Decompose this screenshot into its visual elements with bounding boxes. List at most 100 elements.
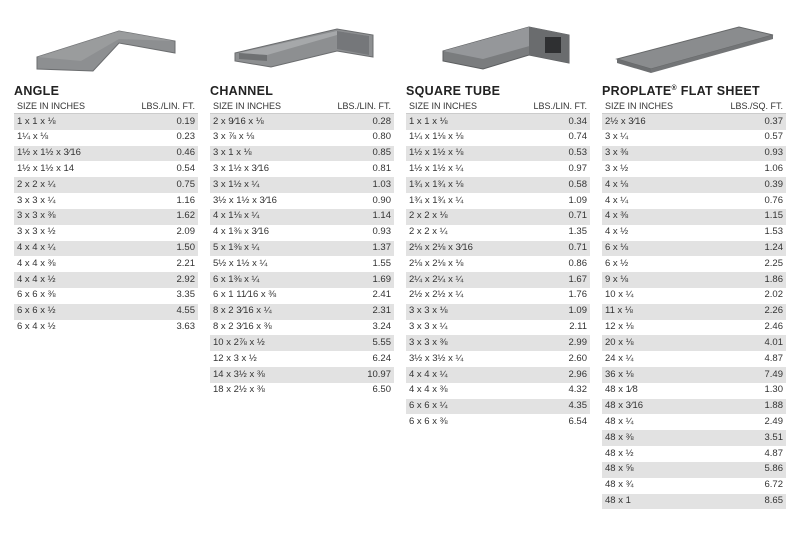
cell-weight: 0.39 bbox=[765, 179, 784, 192]
cell-size: 3 x 1½ x ¼ bbox=[213, 179, 259, 192]
table-row: 24 x ¼4.87 bbox=[602, 351, 786, 367]
table-row: 6 x 6 x ⅜3.35 bbox=[14, 288, 198, 304]
table-row: 18 x 2½ x ⅜6.50 bbox=[210, 383, 394, 399]
cell-size: 5½ x 1½ x ¼ bbox=[213, 258, 267, 271]
cell-size: 6 x ½ bbox=[605, 258, 628, 271]
cell-weight: 2.92 bbox=[177, 274, 196, 287]
cell-size: 3 x 1 x ⅛ bbox=[213, 147, 252, 160]
cell-size: 2 x 2 x ¼ bbox=[409, 226, 448, 239]
cell-size: 4 x ¼ bbox=[605, 195, 628, 208]
cell-size: 1¼ x ⅛ bbox=[17, 131, 48, 144]
cell-size: 3 x 3 x ⅜ bbox=[17, 210, 56, 223]
cell-weight: 1.09 bbox=[569, 305, 588, 318]
cell-weight: 2.49 bbox=[765, 416, 784, 429]
cell-weight: 6.72 bbox=[765, 479, 784, 492]
cell-size: 48 x 3⁄16 bbox=[605, 400, 643, 413]
cell-weight: 1.35 bbox=[569, 226, 588, 239]
cell-size: 48 x ⅜ bbox=[605, 432, 634, 445]
cell-weight: 0.93 bbox=[765, 147, 784, 160]
cell-weight: 2.46 bbox=[765, 321, 784, 334]
table-row: 48 x ¼ 2.49 bbox=[602, 414, 786, 430]
cell-weight: 0.34 bbox=[569, 116, 588, 129]
cell-weight: 0.90 bbox=[373, 195, 392, 208]
cell-size: 3½ x 1½ x 3⁄16 bbox=[213, 195, 277, 208]
table-row: 3 x 3 x ½2.09 bbox=[14, 225, 198, 241]
cell-size: 6 x 1⅜ x ¼ bbox=[213, 274, 259, 287]
cell-size: 6 x 6 x ½ bbox=[17, 305, 56, 318]
cell-weight: 8.65 bbox=[765, 495, 784, 508]
cell-size: 1 x 1 x ⅛ bbox=[17, 116, 56, 129]
cell-size: 3 x 3 x ¼ bbox=[409, 321, 448, 334]
table-row: 3 x 3 x ⅜2.99 bbox=[406, 335, 590, 351]
cell-size: 4 x 1⅜ x 3⁄16 bbox=[213, 226, 269, 239]
cell-weight: 0.71 bbox=[569, 242, 588, 255]
cell-weight: 1.30 bbox=[765, 384, 784, 397]
cell-size: 4 x 4 x ¼ bbox=[409, 369, 448, 382]
table-row: 10 x ¼2.02 bbox=[602, 288, 786, 304]
table-row: 3 x 3 x ⅜ 1.62 bbox=[14, 209, 198, 225]
cell-weight: 4.01 bbox=[765, 337, 784, 350]
table-row: 3½ x 3½ x ¼2.60 bbox=[406, 351, 590, 367]
cell-size: 20 x ⅛ bbox=[605, 337, 634, 350]
cell-weight: 0.76 bbox=[765, 195, 784, 208]
table-row: 3 x 3 x ⅛1.09 bbox=[406, 304, 590, 320]
cell-weight: 0.19 bbox=[177, 116, 196, 129]
table-row: 4 x ¼ 0.76 bbox=[602, 193, 786, 209]
cell-weight: 1.06 bbox=[765, 163, 784, 176]
table-row: 6 x 6 x ¼4.35 bbox=[406, 399, 590, 415]
table-row: 1½ x 1½ x ¼0.97 bbox=[406, 161, 590, 177]
rows: 2 x 9⁄16 x ⅛0.283 x ⅞ x ⅛0.803 x 1 x ⅛0.… bbox=[210, 114, 394, 399]
cell-size: 14 x 3½ x ⅜ bbox=[213, 369, 265, 382]
cell-weight: 7.49 bbox=[765, 369, 784, 382]
table-row: 4 x 4 x ⅜2.21 bbox=[14, 256, 198, 272]
product-column: SQUARE TUBESIZE IN INCHESLBS./LIN. FT.1 … bbox=[406, 12, 590, 430]
cell-weight: 1.37 bbox=[373, 242, 392, 255]
table-row: 2½ x 2½ x ¼1.76 bbox=[406, 288, 590, 304]
cell-weight: 5.86 bbox=[765, 463, 784, 476]
table-row: 48 x 1⁄81.30 bbox=[602, 383, 786, 399]
table-row: 3 x 3 x ¼1.16 bbox=[14, 193, 198, 209]
table-row: 6 x 6 x ½4.55 bbox=[14, 304, 198, 320]
cell-weight: 1.69 bbox=[373, 274, 392, 287]
table-row: 1¾ x 1¾ x ¼1.09 bbox=[406, 193, 590, 209]
product-image bbox=[406, 12, 590, 80]
table-row: 4 x 1⅛ x ¼1.14 bbox=[210, 209, 394, 225]
cell-size: 8 x 2 3⁄16 x ¼ bbox=[213, 305, 272, 318]
cell-weight: 0.46 bbox=[177, 147, 196, 160]
cell-weight: 0.80 bbox=[373, 131, 392, 144]
cell-weight: 0.54 bbox=[177, 163, 196, 176]
cell-size: 1¾ x 1¾ x ⅛ bbox=[409, 179, 463, 192]
header-size: SIZE IN INCHES bbox=[605, 101, 673, 111]
cell-weight: 0.71 bbox=[569, 210, 588, 223]
cell-weight: 2.21 bbox=[177, 258, 196, 271]
table-row: 48 x ¾6.72 bbox=[602, 478, 786, 494]
cell-size: 6 x 1 11⁄16 x ⅜ bbox=[213, 289, 276, 302]
cell-size: 48 x ¼ bbox=[605, 416, 634, 429]
cell-size: 3 x 1½ x 3⁄16 bbox=[213, 163, 269, 176]
cell-size: 6 x ⅛ bbox=[605, 242, 628, 255]
cell-size: 6 x 6 x ¼ bbox=[409, 400, 448, 413]
cell-weight: 5.55 bbox=[373, 337, 392, 350]
product-column: ANGLESIZE IN INCHESLBS./LIN. FT.1 x 1 x … bbox=[14, 12, 198, 335]
table-row: 1½ x 1½ x ⅛0.53 bbox=[406, 146, 590, 162]
column-headers: SIZE IN INCHESLBS./SQ. FT. bbox=[602, 100, 786, 114]
cell-weight: 0.58 bbox=[569, 179, 588, 192]
table-row: 3 x 1½ x ¼1.03 bbox=[210, 177, 394, 193]
cell-weight: 4.87 bbox=[765, 353, 784, 366]
cell-weight: 0.86 bbox=[569, 258, 588, 271]
cell-size: 8 x 2 3⁄16 x ⅜ bbox=[213, 321, 272, 334]
cell-size: 4 x 1⅛ x ¼ bbox=[213, 210, 259, 223]
cell-weight: 0.93 bbox=[373, 226, 392, 239]
table-row: 2¼ x 2¼ x ¼1.67 bbox=[406, 272, 590, 288]
table-row: 2⅛ x 2⅛ x 3⁄160.71 bbox=[406, 241, 590, 257]
table-row: 14 x 3½ x ⅜10.97 bbox=[210, 367, 394, 383]
cell-weight: 1.67 bbox=[569, 274, 588, 287]
table-row: 48 x 3⁄161.88 bbox=[602, 399, 786, 415]
cell-weight: 1.86 bbox=[765, 274, 784, 287]
rows: 1 x 1 x ⅛0.191¼ x ⅛0.231½ x 1½ x 3⁄160.4… bbox=[14, 114, 198, 335]
table-row: 4 x 1⅜ x 3⁄16 0.93 bbox=[210, 225, 394, 241]
table-row: 4 x 4 x ⅜4.32 bbox=[406, 383, 590, 399]
cell-weight: 2.26 bbox=[765, 305, 784, 318]
cell-size: 3 x ⅜ bbox=[605, 147, 628, 160]
cell-weight: 1.62 bbox=[177, 210, 196, 223]
